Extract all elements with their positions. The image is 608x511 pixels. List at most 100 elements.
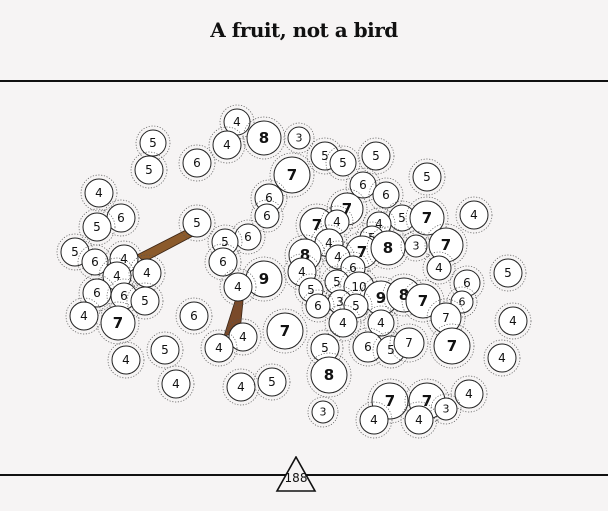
dot-disc (454, 379, 484, 409)
numbered-dot[interactable]: 5 (306, 329, 344, 367)
numbered-dot[interactable]: 6 (368, 177, 404, 213)
numbered-dot[interactable]: 6 (175, 297, 213, 335)
numbered-dot[interactable]: 4 (422, 251, 456, 285)
dot-number: 5 (398, 211, 406, 225)
numbered-dot[interactable]: 4 (494, 302, 532, 340)
numbered-dot[interactable]: 5 (253, 363, 291, 401)
dot-number: 4 (233, 115, 241, 129)
numbered-dot[interactable]: 3 (307, 396, 339, 428)
numbered-dot[interactable]: 4 (219, 104, 255, 140)
numbered-dot[interactable]: 8 (306, 352, 352, 398)
dot-halo (363, 305, 399, 341)
numbered-dot[interactable]: 5 (78, 208, 116, 246)
numbered-dot[interactable]: 3 (283, 122, 315, 154)
numbered-dot[interactable]: 3 (430, 393, 462, 425)
numbered-dot[interactable]: 4 (455, 196, 493, 234)
numbered-dot[interactable]: 5 (146, 331, 184, 369)
dot-halo (130, 151, 168, 189)
dot-number: 5 (221, 235, 229, 249)
numbered-dot[interactable]: 4 (107, 341, 145, 379)
puzzle-title: A fruit, not a bird (210, 18, 398, 42)
dot-halo (262, 308, 308, 354)
dot-number: 6 (193, 156, 201, 170)
numbered-dot[interactable]: 7 (389, 323, 429, 363)
dot-disc (182, 208, 212, 238)
dot-halo (301, 289, 335, 323)
numbered-dot[interactable]: 5 (178, 204, 216, 242)
dot-halo (368, 177, 404, 213)
numbered-dot[interactable]: 6 (230, 219, 266, 255)
numbered-dot[interactable]: 4 (483, 339, 521, 377)
numbered-dot[interactable]: 5 (126, 282, 164, 320)
numbered-dot[interactable]: 5 (489, 254, 527, 292)
numbered-dot[interactable]: 4 (450, 375, 488, 413)
numbered-dot[interactable]: 9 (241, 256, 287, 302)
dot-disc (372, 181, 400, 209)
numbered-dot[interactable]: 7 (424, 223, 468, 267)
numbered-dot[interactable]: 3 (400, 230, 432, 262)
dot-halo (306, 352, 352, 398)
dot-number: 4 (470, 208, 478, 222)
dot-number: 5 (149, 136, 157, 150)
dot-number: 8 (324, 366, 334, 384)
numbered-dot[interactable]: 7 (429, 323, 475, 369)
dot-number: 9 (376, 289, 386, 307)
numbered-dot[interactable]: 6 (178, 144, 216, 182)
dot-number: 6 (244, 230, 252, 244)
numbered-dot[interactable]: 4 (324, 304, 362, 342)
dot-number: 6 (463, 276, 471, 290)
numbered-dot[interactable]: 6 (250, 199, 284, 233)
numbered-dot[interactable]: 8 (242, 116, 286, 160)
numbered-dot[interactable]: 7 (269, 152, 315, 198)
dot-number: 5 (307, 283, 315, 297)
dot-number: 7 (280, 322, 290, 340)
numbered-dot[interactable]: 5 (357, 137, 395, 175)
triangle-icon (275, 455, 317, 492)
numbered-dot[interactable]: 7 (401, 279, 445, 323)
dot-number: 8 (383, 239, 393, 257)
numbered-dot[interactable]: 4 (224, 318, 262, 356)
numbered-dot[interactable]: 4 (219, 268, 257, 306)
numbered-dot[interactable]: 4 (208, 126, 246, 164)
numbered-dot[interactable]: 6 (301, 289, 335, 323)
dot-number: 4 (339, 316, 347, 330)
dot-disc (305, 293, 331, 319)
dot-number: 4 (239, 330, 247, 344)
numbered-dot[interactable]: 4 (200, 329, 238, 367)
dot-disc (223, 272, 253, 302)
dot-halo (324, 304, 362, 342)
numbered-dot[interactable]: 6 (204, 243, 242, 281)
numbered-dot[interactable]: 4 (400, 401, 438, 439)
numbered-dot[interactable]: 5 (408, 158, 446, 196)
dot-number: 7 (312, 216, 322, 234)
dot-disc (257, 367, 287, 397)
dot-halo (355, 401, 393, 439)
numbered-dot[interactable]: 5 (130, 151, 168, 189)
dot-halo (175, 297, 213, 335)
dot-halo (430, 393, 462, 425)
numbered-dot[interactable]: 7 (426, 298, 466, 338)
dot-halo (400, 401, 438, 439)
dot-number: 6 (117, 211, 125, 225)
numbered-dot[interactable]: 4 (355, 401, 393, 439)
numbered-dot[interactable]: 7 (262, 308, 308, 354)
numbered-dot[interactable]: 5 (135, 125, 171, 161)
dot-number: 6 (382, 188, 390, 202)
dot-disc (433, 327, 471, 365)
dot-disc (161, 369, 191, 399)
dot-disc (228, 322, 258, 352)
dot-halo (283, 122, 315, 154)
numbered-dot[interactable]: 4 (157, 365, 195, 403)
dot-disc (111, 345, 141, 375)
dot-halo (253, 363, 291, 401)
dot-number: 4 (234, 280, 242, 294)
dot-disc (412, 162, 442, 192)
dot-disc (329, 149, 357, 177)
numbered-dot[interactable]: 4 (128, 254, 166, 292)
numbered-dot[interactable]: 4 (222, 368, 260, 406)
numbered-dot[interactable]: 4 (80, 174, 118, 212)
numbered-dot[interactable]: 4 (65, 297, 103, 335)
numbered-dot[interactable]: 5 (325, 145, 361, 181)
numbered-dot[interactable]: 7 (96, 301, 140, 345)
dot-disc (84, 178, 114, 208)
